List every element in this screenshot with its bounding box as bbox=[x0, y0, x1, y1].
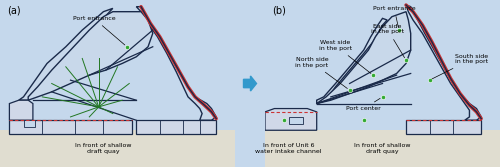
Text: East side
in the port: East side in the port bbox=[370, 24, 404, 58]
Polygon shape bbox=[24, 120, 35, 127]
Text: (b): (b) bbox=[272, 5, 286, 15]
Text: South side
in the port: South side in the port bbox=[432, 54, 488, 79]
Text: (a): (a) bbox=[7, 5, 20, 15]
Text: Port entrance: Port entrance bbox=[72, 16, 125, 45]
Polygon shape bbox=[288, 117, 302, 124]
Text: West side
in the port: West side in the port bbox=[319, 40, 371, 73]
Polygon shape bbox=[316, 12, 410, 104]
Polygon shape bbox=[316, 18, 387, 104]
Polygon shape bbox=[406, 120, 481, 134]
Polygon shape bbox=[28, 12, 153, 100]
Text: In front of Unit 6
water intake channel: In front of Unit 6 water intake channel bbox=[256, 143, 322, 154]
Polygon shape bbox=[0, 130, 235, 167]
Text: North side
in the port: North side in the port bbox=[296, 57, 348, 89]
Polygon shape bbox=[136, 120, 216, 134]
Polygon shape bbox=[19, 8, 113, 100]
Text: In front of shallow
draft quay: In front of shallow draft quay bbox=[75, 143, 132, 154]
Polygon shape bbox=[265, 130, 500, 167]
Polygon shape bbox=[10, 120, 132, 134]
Text: Port center: Port center bbox=[346, 98, 381, 111]
Polygon shape bbox=[10, 100, 33, 120]
Polygon shape bbox=[136, 7, 216, 120]
Text: In front of shallow
draft quay: In front of shallow draft quay bbox=[354, 143, 411, 154]
Polygon shape bbox=[406, 5, 481, 120]
Polygon shape bbox=[265, 109, 316, 130]
Text: Port entrance: Port entrance bbox=[373, 6, 416, 27]
